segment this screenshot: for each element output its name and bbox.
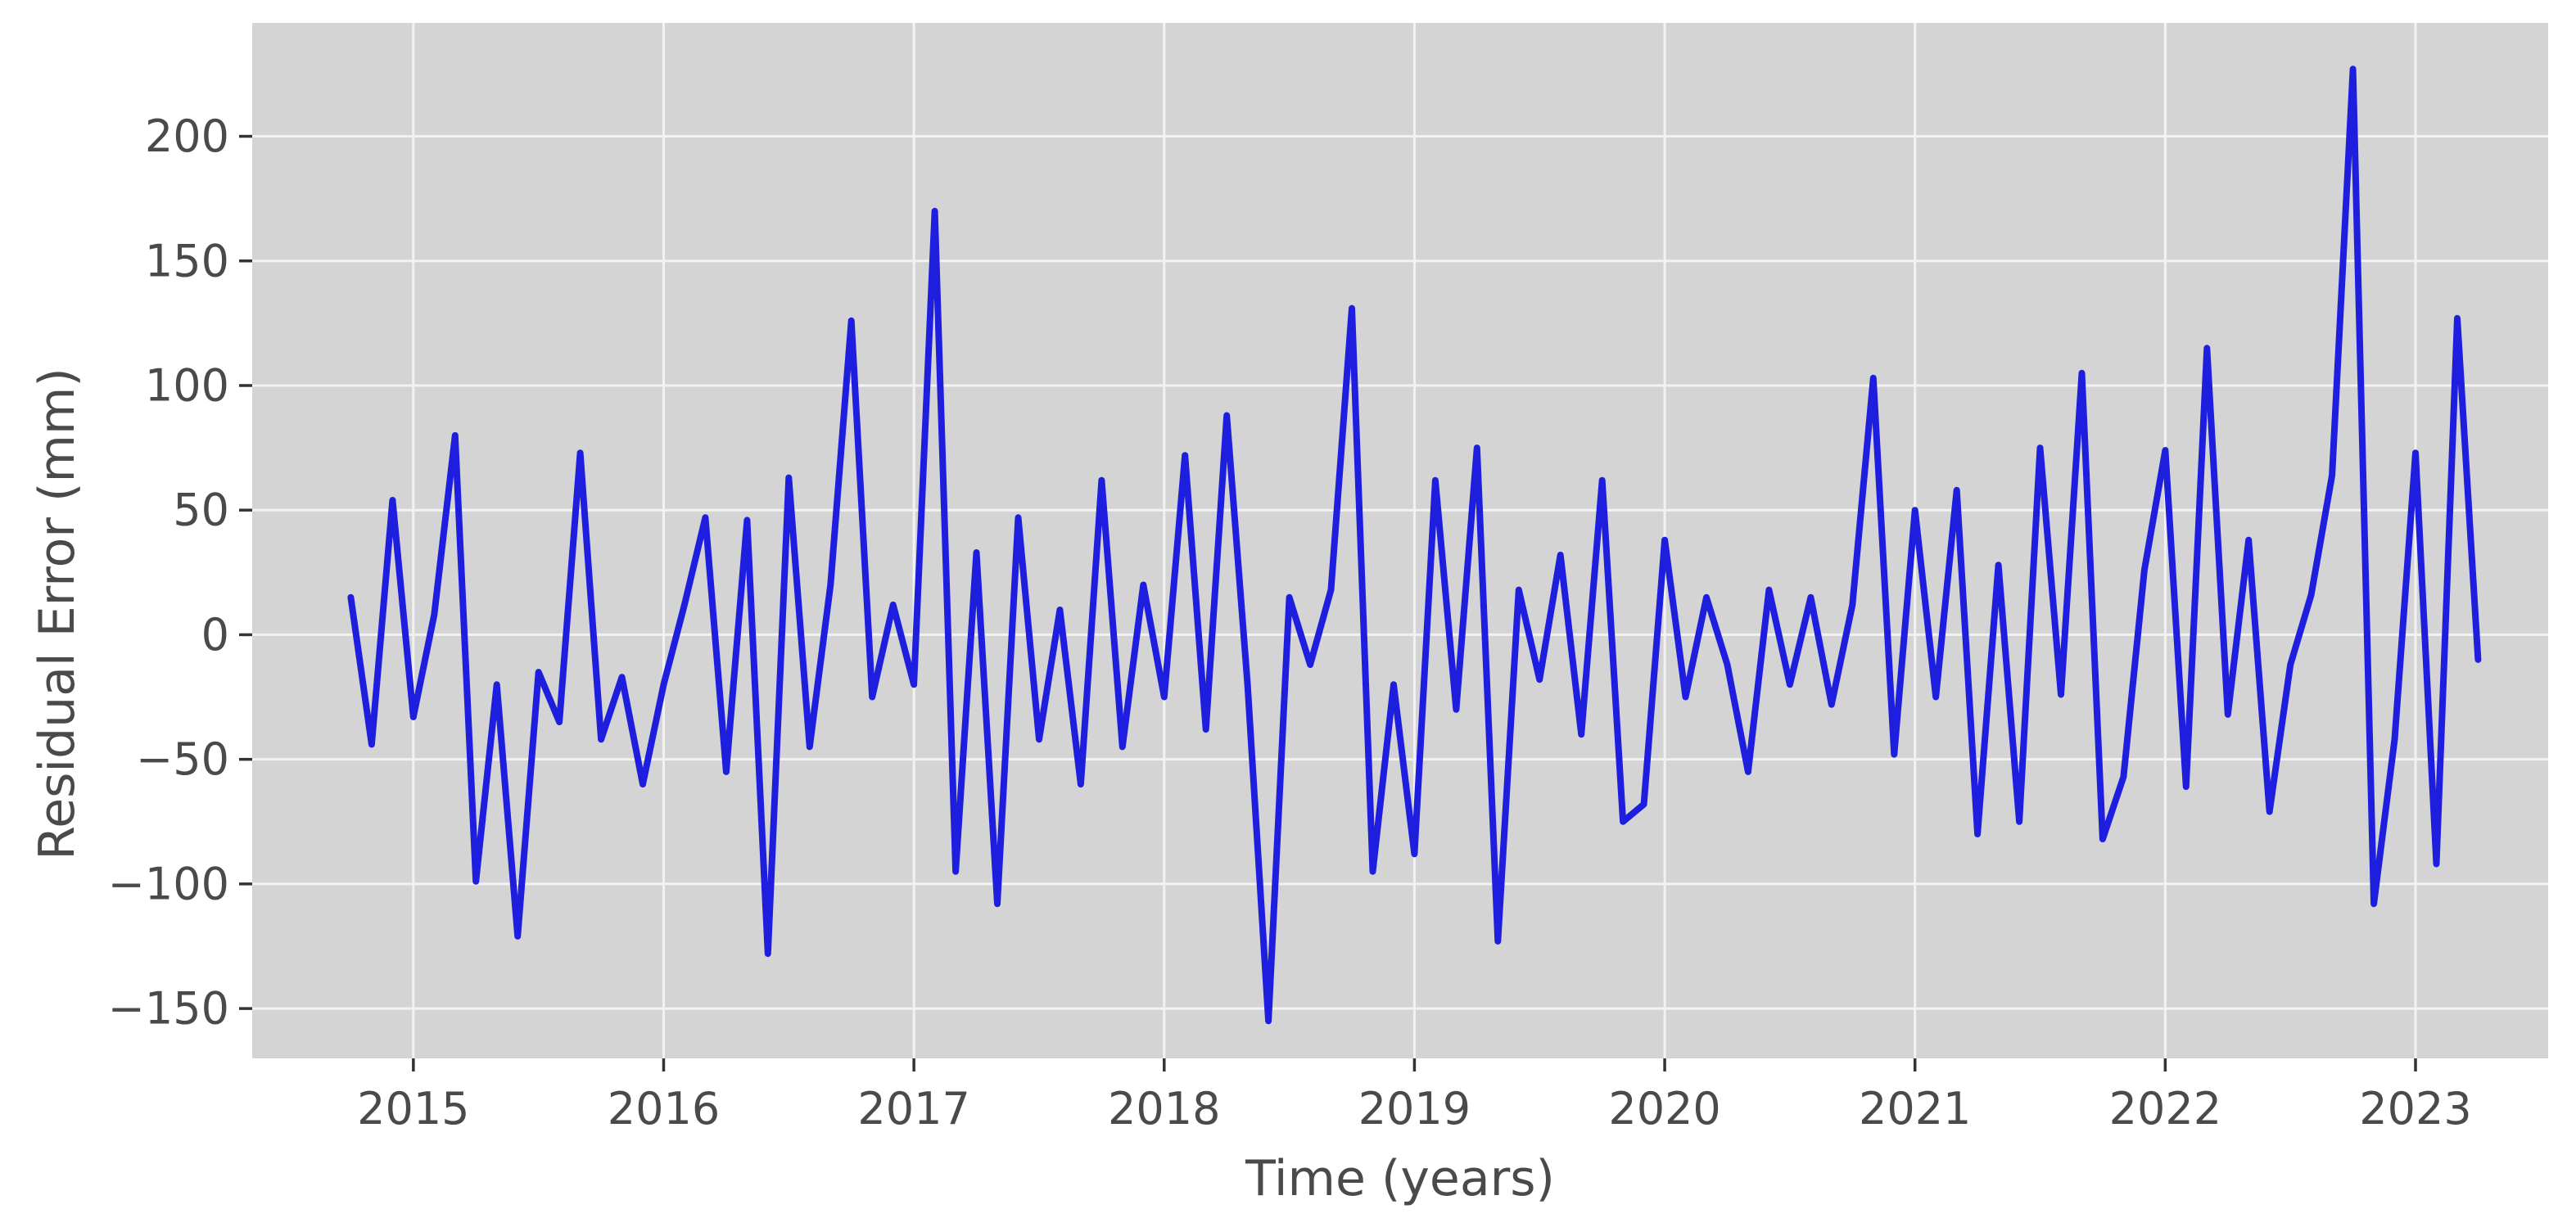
y-tick-label: 200 <box>145 111 229 162</box>
y-tick-label: 100 <box>145 359 229 411</box>
x-tick-label: 2019 <box>1358 1083 1471 1135</box>
x-axis-label: Time (years) <box>1245 1150 1555 1207</box>
y-tick-label: 150 <box>145 235 229 286</box>
x-tick-label: 2018 <box>1108 1083 1220 1135</box>
residual-error-line <box>347 65 2482 1025</box>
y-tick-label: −50 <box>136 733 229 785</box>
y-tick-label: −100 <box>108 858 229 909</box>
x-tick-label: 2021 <box>1859 1083 1971 1135</box>
y-tick-label: −150 <box>108 983 229 1035</box>
x-tick-label: 2015 <box>357 1083 469 1135</box>
x-tick-label: 2023 <box>2359 1083 2471 1135</box>
y-axis-label: Residual Error (mm) <box>29 368 86 860</box>
y-tick-label: 50 <box>173 485 229 536</box>
plot-area-background <box>252 23 2548 1058</box>
x-tick-label: 2020 <box>1608 1083 1720 1135</box>
x-tick-label: 2017 <box>857 1083 969 1135</box>
y-tick-label: 0 <box>201 609 229 661</box>
x-tick-label: 2022 <box>2109 1083 2221 1135</box>
x-tick-label: 2016 <box>608 1083 720 1135</box>
